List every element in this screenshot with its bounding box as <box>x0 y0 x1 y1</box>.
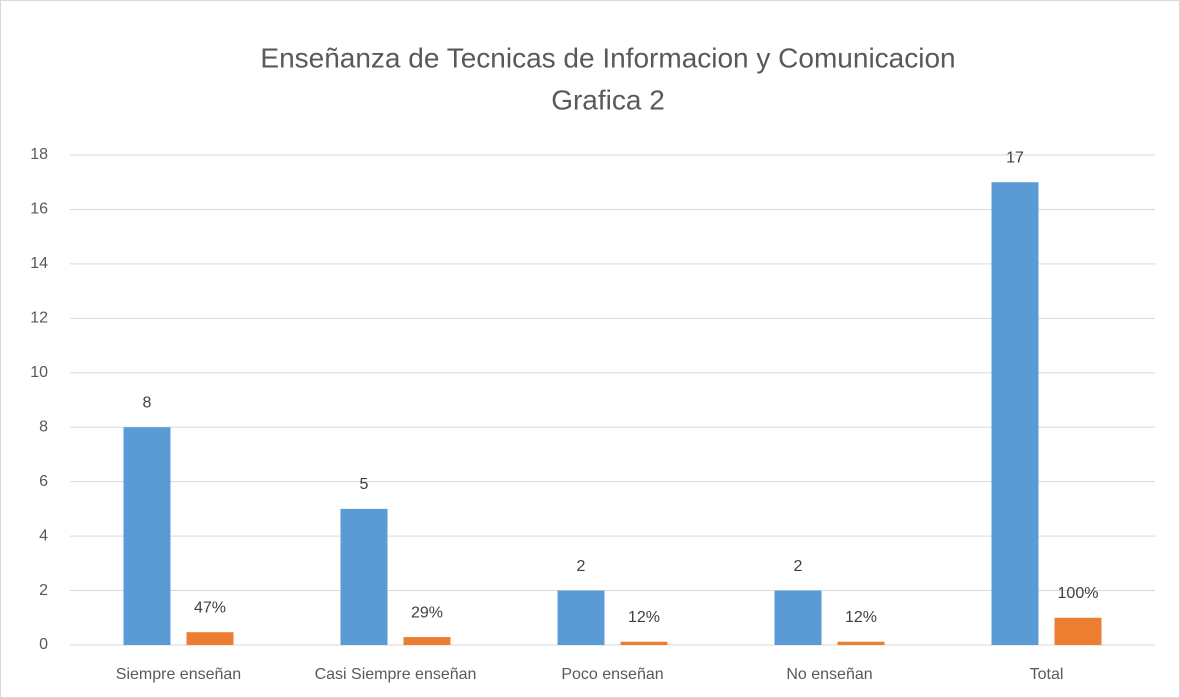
value-label: 100% <box>1058 585 1099 602</box>
value-label: 12% <box>628 609 660 626</box>
bar <box>186 632 234 645</box>
bar <box>774 590 822 645</box>
y-tick-label: 2 <box>39 582 48 599</box>
y-tick-label: 18 <box>30 146 48 163</box>
bar <box>340 508 388 645</box>
value-label: 12% <box>845 609 877 626</box>
bar <box>1054 617 1102 645</box>
bar <box>837 641 885 645</box>
chart-subtitle: Grafica 2 <box>551 84 665 115</box>
bar <box>620 641 668 645</box>
y-tick-label: 0 <box>39 636 48 653</box>
bar <box>403 637 451 645</box>
bar <box>557 590 605 645</box>
value-label: 47% <box>194 599 226 616</box>
bar <box>991 182 1039 645</box>
y-tick-label: 6 <box>39 473 48 490</box>
value-label: 5 <box>360 476 369 493</box>
y-tick-label: 4 <box>39 527 48 544</box>
y-tick-label: 8 <box>39 418 48 435</box>
y-tick-label: 10 <box>30 364 48 381</box>
value-label: 2 <box>794 558 803 575</box>
value-label: 2 <box>577 558 586 575</box>
value-label: 29% <box>411 604 443 621</box>
x-tick-label: Casi Siempre enseñan <box>315 666 477 683</box>
value-label: 17 <box>1006 149 1024 166</box>
y-tick-label: 12 <box>30 310 48 327</box>
y-tick-label: 14 <box>30 255 48 272</box>
x-tick-label: Siempre enseñan <box>116 666 241 683</box>
x-tick-label: Total <box>1030 666 1064 683</box>
y-tick-label: 16 <box>30 201 48 218</box>
x-tick-label: Poco enseñan <box>561 666 663 683</box>
chart-title: Enseñanza de Tecnicas de Informacion y C… <box>260 42 955 73</box>
x-tick-label: No enseñan <box>786 666 872 683</box>
bar <box>123 427 171 645</box>
value-label: 8 <box>143 394 152 411</box>
